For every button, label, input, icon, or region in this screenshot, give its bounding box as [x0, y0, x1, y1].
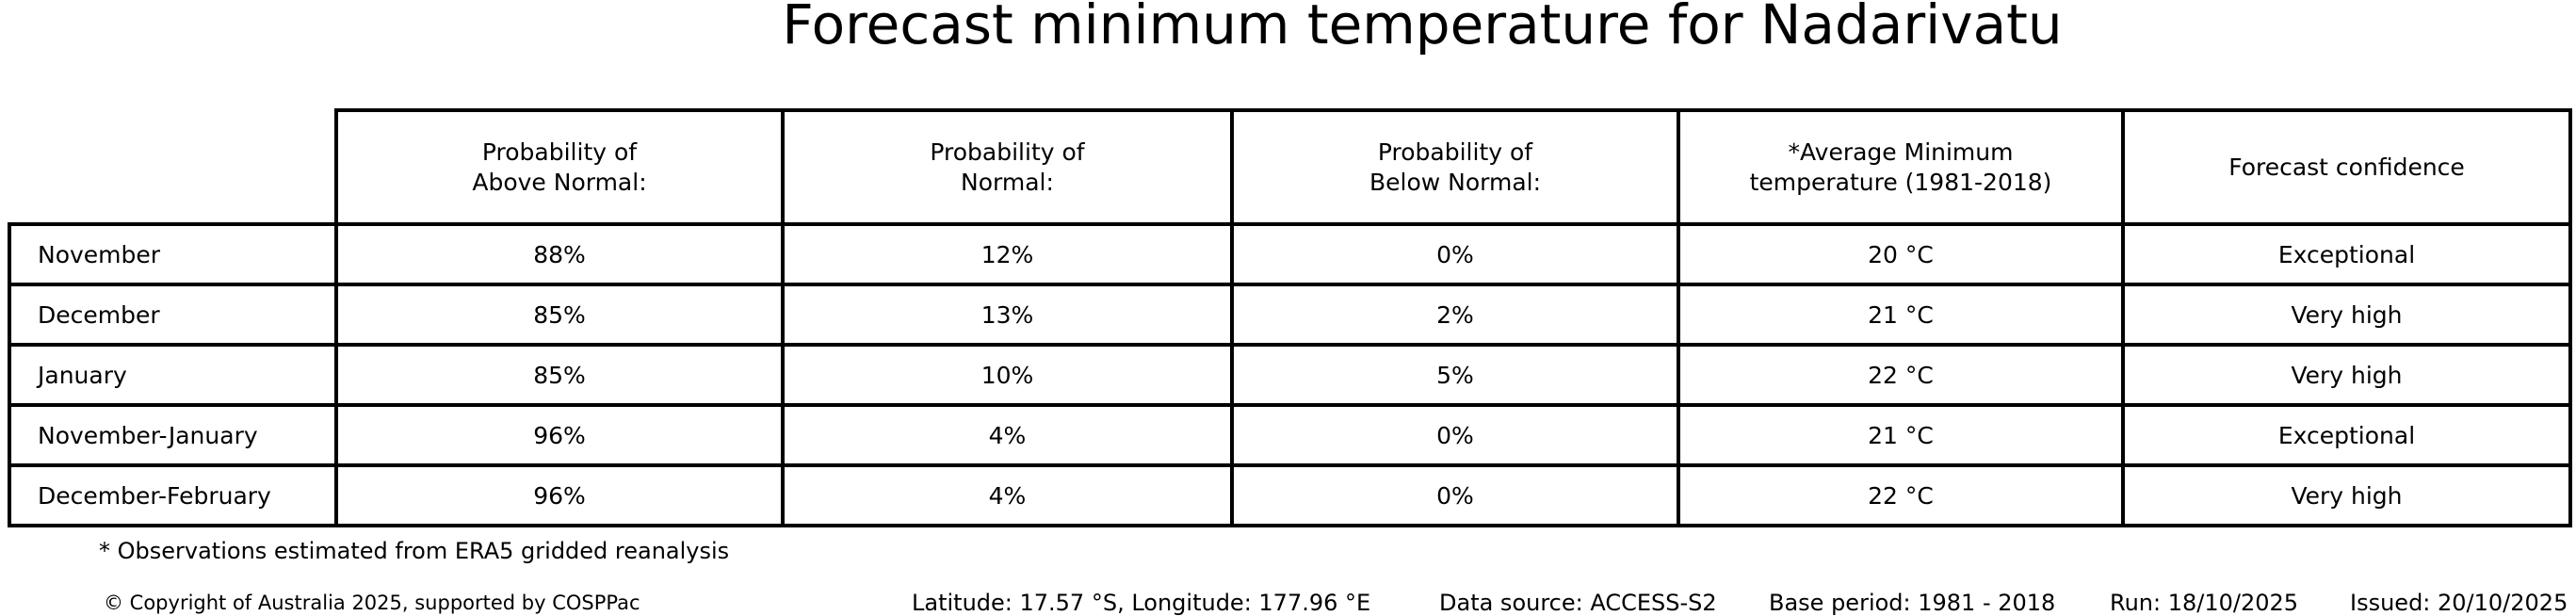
table-row: January 85% 10% 5% 22 °C Very high	[8, 343, 2572, 407]
page-title: Forecast minimum temperature for Nadariv…	[782, 0, 2063, 57]
cell-below-normal: 0%	[1230, 463, 1680, 527]
cell-average-temp: 22 °C	[1677, 463, 2125, 527]
cell-normal: 13%	[781, 283, 1234, 347]
cell-average-temp: 21 °C	[1677, 283, 2125, 347]
cell-period: December	[8, 283, 338, 347]
forecast-table: Probability of Above Normal: Probability…	[8, 108, 2572, 527]
cell-below-normal: 5%	[1230, 343, 1680, 407]
cell-normal: 4%	[781, 463, 1234, 527]
cell-normal: 4%	[781, 403, 1234, 467]
col-header-forecast-confidence: Forecast confidence	[2121, 108, 2572, 226]
cell-confidence: Exceptional	[2121, 403, 2572, 467]
cell-confidence: Very high	[2121, 283, 2572, 347]
col-header-average-min-temp: *Average Minimum temperature (1981-2018)	[1677, 108, 2125, 226]
observations-footnote: * Observations estimated from ERA5 gridd…	[99, 538, 730, 564]
table-row: November 88% 12% 0% 20 °C Exceptional	[8, 222, 2572, 286]
cell-average-temp: 22 °C	[1677, 343, 2125, 407]
copyright-text: © Copyright of Australia 2025, supported…	[104, 592, 640, 614]
cell-period: December-February	[8, 463, 338, 527]
table-row: December-February 96% 4% 0% 22 °C Very h…	[8, 463, 2572, 527]
cell-above-normal: 96%	[334, 403, 785, 467]
col-header-normal: Probability of Normal:	[781, 108, 1234, 226]
footer-strip: © Copyright of Australia 2025, supported…	[0, 580, 2576, 614]
issued-date-text: Issued: 20/10/2025	[2350, 590, 2568, 616]
cell-average-temp: 20 °C	[1677, 222, 2125, 286]
run-date-text: Run: 18/10/2025	[2110, 590, 2299, 616]
table-row: November-January 96% 4% 0% 21 °C Excepti…	[8, 403, 2572, 467]
cell-average-temp: 21 °C	[1677, 403, 2125, 467]
col-header-below-normal: Probability of Below Normal:	[1230, 108, 1680, 226]
cell-above-normal: 88%	[334, 222, 785, 286]
cell-period: November-January	[8, 403, 338, 467]
cell-above-normal: 85%	[334, 343, 785, 407]
cell-confidence: Exceptional	[2121, 222, 2572, 286]
cell-confidence: Very high	[2121, 463, 2572, 527]
table-header-row: Probability of Above Normal: Probability…	[9, 108, 2572, 226]
cell-period: November	[8, 222, 338, 286]
cell-below-normal: 2%	[1230, 283, 1680, 347]
corner-cell	[9, 110, 336, 224]
location-text: Latitude: 17.57 °S, Longitude: 177.96 °E	[912, 590, 1371, 616]
table-row: December 85% 13% 2% 21 °C Very high	[8, 283, 2572, 347]
cell-below-normal: 0%	[1230, 222, 1680, 286]
cell-normal: 12%	[781, 222, 1234, 286]
cell-period: January	[8, 343, 338, 407]
data-source-text: Data source: ACCESS-S2	[1439, 590, 1717, 616]
cell-above-normal: 96%	[334, 463, 785, 527]
col-header-above-normal: Probability of Above Normal:	[334, 108, 785, 226]
cell-above-normal: 85%	[334, 283, 785, 347]
cell-below-normal: 0%	[1230, 403, 1680, 467]
cell-normal: 10%	[781, 343, 1234, 407]
base-period-text: Base period: 1981 - 2018	[1769, 590, 2056, 616]
cell-confidence: Very high	[2121, 343, 2572, 407]
